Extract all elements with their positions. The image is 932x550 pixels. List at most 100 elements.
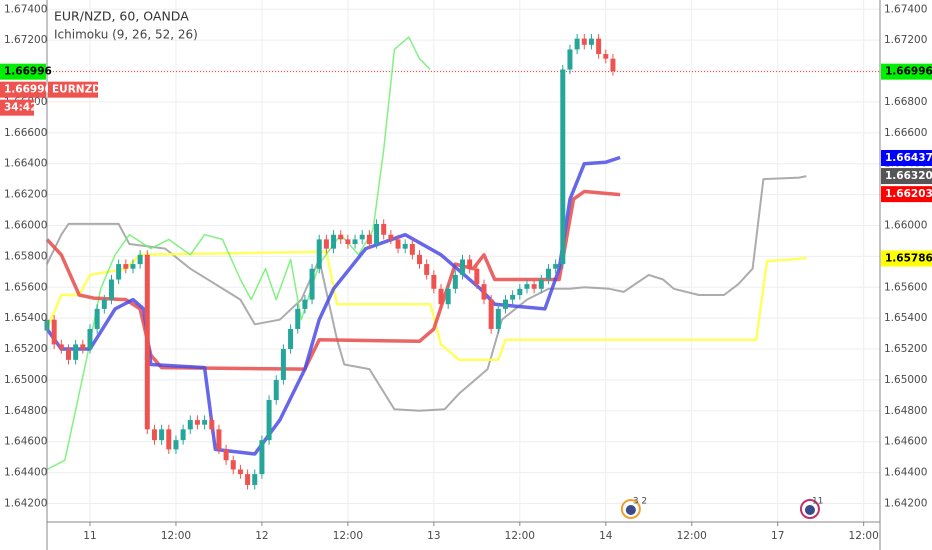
candle-body [245,474,251,485]
price-label: 1.66203 [885,188,932,200]
candle-body [560,69,566,265]
y-tick-label-left: 1.64200 [4,497,47,509]
candle-body [581,38,587,45]
y-tick-label: 1.66600 [884,127,927,139]
countdown-label: 34:42 [4,102,37,114]
y-tick-label: 1.64200 [884,497,927,509]
x-tick-label: 12:00 [677,530,707,542]
candle-body [73,344,79,360]
candle-body [137,254,143,265]
last-price-label-box [881,63,932,80]
candle-body [252,474,258,485]
candle-body [223,449,229,461]
candle-body [545,268,551,280]
candle-body [502,299,508,309]
ichimoku-line [45,155,621,456]
candle-body [338,234,344,240]
y-tick-label-left: 1.65800 [4,250,47,262]
y-tick-label: 1.64400 [884,467,927,479]
x-tick-label: 12 [255,530,268,542]
candle-body [452,274,458,289]
y-tick-label-left: 1.67200 [4,34,47,46]
x-tick-label: 12:00 [161,530,191,542]
y-tick-label-left: 1.66600 [4,127,47,139]
y-tick-label-left: 1.66000 [4,219,47,231]
candle-body [123,264,129,269]
candle-body [173,440,179,450]
y-tick-label: 1.65400 [884,312,927,324]
candle-body [495,308,501,329]
candle-body [603,54,609,59]
symbol-label-box [48,81,98,98]
candle-body [187,420,193,430]
candle-body [316,239,322,269]
y-tick-label-left: 1.66200 [4,189,47,201]
candle-body [553,264,559,269]
candle-body [417,254,423,265]
candle-body [524,284,530,289]
candle-body [309,268,315,300]
y-tick-label-left: 1.65200 [4,343,47,355]
candle-body [531,284,537,289]
y-tick-label-left: 1.64400 [4,467,47,479]
candle-body [467,259,473,269]
candle-body [381,223,387,235]
candle-body [266,399,272,441]
candle-body [280,349,286,380]
candle-body [116,264,122,280]
candle-body [402,244,408,249]
axes: 1.674001.674001.672001.672001.670001.670… [0,3,932,542]
ichimoku-line [46,175,807,412]
y-tick-label: 1.66000 [884,219,927,231]
candle-body [80,344,86,350]
price-label: 1.65786 [885,253,932,265]
candle-body [517,288,523,295]
symbol-price-label-box [0,81,46,98]
candle-body [87,328,93,350]
ichimoku-line [46,36,431,471]
candle-body [352,239,358,245]
candle-body [302,299,308,309]
candle-body [488,299,494,329]
y-tick-label-left: 1.65400 [4,312,47,324]
candle-body [101,299,107,309]
price-label-box [881,149,932,166]
y-tick-label-left: 1.64800 [4,405,47,417]
candle-body [273,379,279,400]
candle-body [445,288,451,305]
last-price-label: 1.66996 [885,66,932,78]
candle-body [323,239,329,249]
candle-body [574,38,580,50]
candle-body [359,234,365,240]
price-label-box [881,250,932,267]
y-tick-label-left: 1.65000 [4,374,47,386]
candle-body [159,429,165,441]
candle-body [94,308,100,329]
symbol-price-label: 1.66996 [4,84,52,96]
y-tick-label: 1.65600 [884,281,927,293]
y-tick-label-left: 1.65600 [4,281,47,293]
y-tick-label: 1.67400 [884,3,927,15]
candle-body [108,279,114,300]
x-tick-label: 12:00 [505,530,535,542]
candle-body [259,440,265,475]
candle-body [144,254,150,430]
last-price-label-left-box [0,63,46,80]
candle-body [166,429,172,450]
candle-body [65,349,71,360]
chart-title: EUR/NZD, 60, OANDA [54,9,189,24]
candle-body [295,308,301,329]
candle-body [366,234,372,245]
candle-body [202,420,208,425]
countdown-label-box [0,99,34,116]
candle-body [194,420,200,425]
ichimoku-line [45,250,807,362]
candle-body [481,284,487,300]
plot [44,33,880,490]
candle-body [237,469,243,475]
y-tick-label: 1.65200 [884,343,927,355]
candle-body [51,319,57,345]
x-tick-label: 12:00 [333,530,363,542]
candle-body [510,294,516,300]
